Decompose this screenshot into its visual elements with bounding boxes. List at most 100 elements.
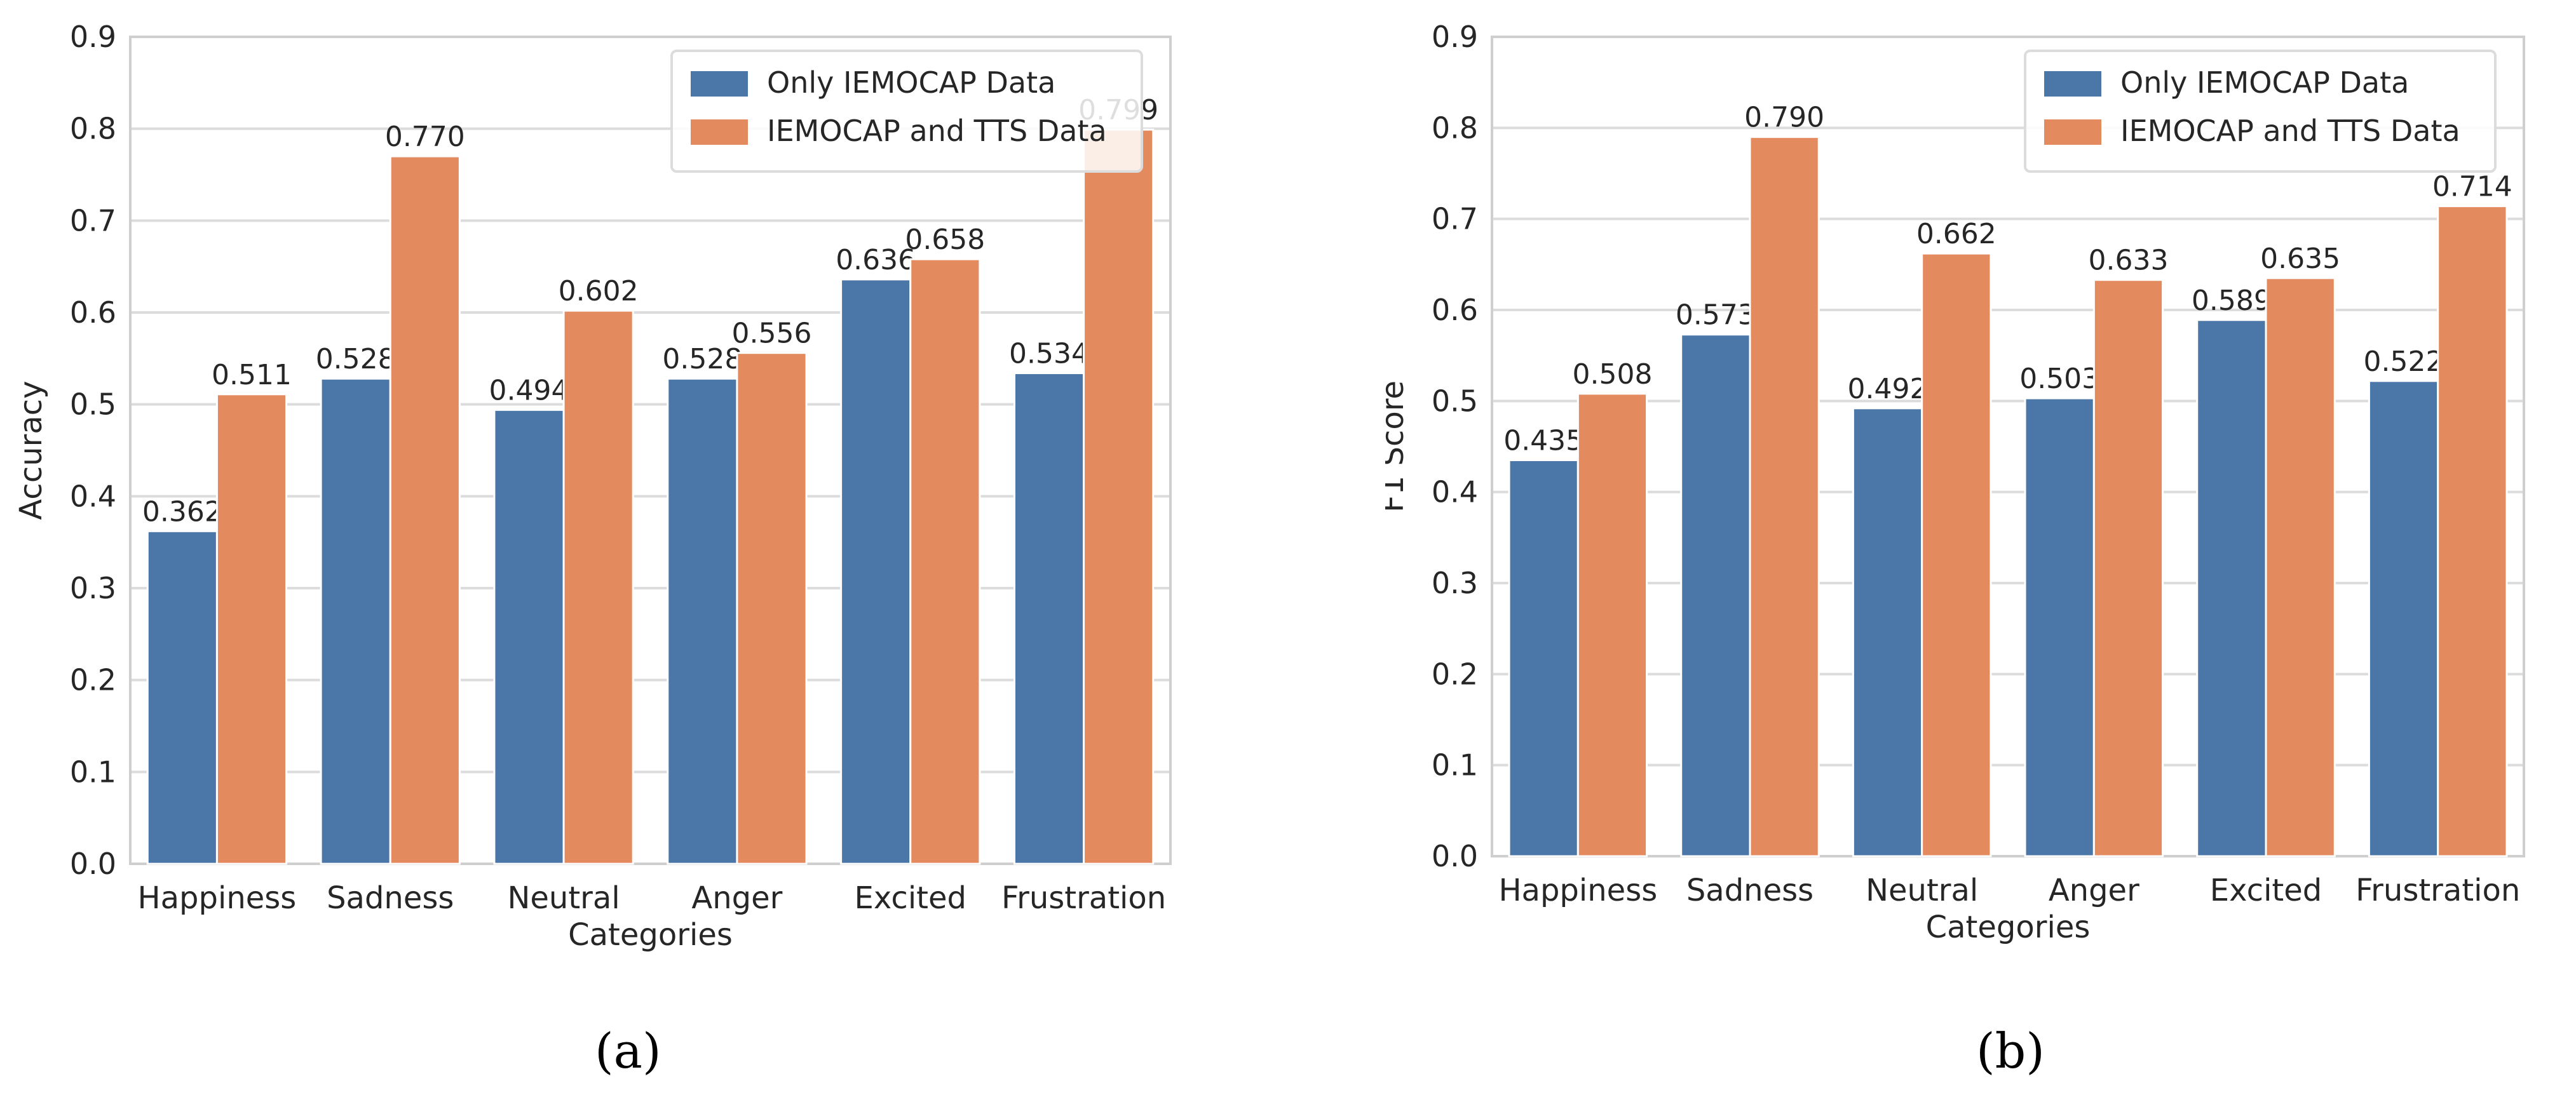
bar-only-iemocap-neutral: [493, 408, 565, 865]
chart-panel-b: 0.0 0.1 0.2 0.3 0.4 0.5 0.6 0.7 0.8 0.9 0.435 0.573…: [1385, 0, 2576, 1102]
x-tick-label: Neutral: [507, 880, 620, 916]
bar-value-label: 0.714: [2432, 171, 2512, 203]
y-tick-label: 0.4: [1432, 475, 1478, 509]
bar-value-label: 0.589: [2192, 285, 2272, 317]
x-tick-label: Frustration: [1001, 880, 1166, 916]
f1-score-chart: 0.0 0.1 0.2 0.3 0.4 0.5 0.6 0.7 0.8 0.9 0.435 0.573…: [1385, 20, 2525, 945]
bar-only-iemocap-excited: [840, 278, 912, 865]
bar-iemocap-tts-anger: [2092, 279, 2164, 857]
y-tick-label: 0.0: [70, 847, 116, 881]
bar-only-iemocap-happiness: [146, 530, 218, 865]
bar-iemocap-tts-excited: [2265, 277, 2336, 857]
bar-value-label: 0.633: [2088, 245, 2168, 277]
bar-iemocap-tts-neutral: [562, 309, 634, 865]
y-tick-label: 0.7: [70, 203, 116, 238]
y-axis-label: F1 Score: [1385, 380, 1411, 513]
bar-value-label: 0.511: [212, 359, 292, 391]
y-tick-label: 0.9: [1432, 20, 1478, 54]
accuracy-chart: 0.0 0.1 0.2 0.3 0.4 0.5 0.6 0.7 0.8 0.9 0.362 0.528…: [13, 20, 1172, 953]
bar-value-label: 0.528: [316, 343, 396, 375]
subfigure-label-b: (b): [1976, 1023, 2045, 1079]
legend-swatch-only-iemocap: [691, 71, 748, 97]
legend-swatch-iemocap-tts: [2044, 119, 2101, 145]
x-axis-label: Categories: [1926, 910, 2091, 945]
bar-value-label: 0.503: [2019, 363, 2099, 395]
y-axis-label: Accuracy: [13, 380, 49, 520]
y-tick-label: 0.6: [1432, 293, 1478, 327]
y-tick-label: 0.0: [1432, 839, 1478, 873]
y-tick-label: 0.8: [70, 112, 116, 146]
bar-value-label: 0.602: [559, 275, 639, 307]
y-tick-label: 0.5: [1432, 384, 1478, 418]
y-tick-label: 0.2: [1432, 657, 1478, 691]
bar-value-label: 0.522: [2364, 346, 2444, 378]
bar-value-label: 0.573: [1676, 299, 1756, 332]
bar-iemocap-tts-sadness: [1749, 136, 1820, 857]
bar-only-iemocap-happiness: [1508, 459, 1579, 857]
y-tick-label: 0.7: [1432, 202, 1478, 236]
bar-value-label: 0.635: [2260, 243, 2340, 275]
legend-box: [2024, 50, 2497, 173]
plot-frame: [129, 36, 1172, 865]
y-tick-label: 0.3: [70, 571, 116, 605]
y-tick-label: 0.9: [70, 20, 116, 54]
legend-label: IEMOCAP and TTS Data: [767, 114, 1107, 148]
x-tick-label: Happiness: [1498, 873, 1657, 908]
y-tick-label: 0.1: [1432, 748, 1478, 783]
legend-box: [670, 50, 1143, 173]
y-tick-label: 0.8: [1432, 111, 1478, 145]
y-tick-label: 0.3: [1432, 566, 1478, 600]
chart-panel-a: 0.0 0.1 0.2 0.3 0.4 0.5 0.6 0.7 0.8 0.9 0.362 0.528…: [0, 0, 1271, 1102]
bar-only-iemocap-frustration: [2368, 380, 2439, 857]
x-axis-label: Categories: [568, 917, 733, 953]
x-tick-label: Anger: [691, 880, 782, 916]
bar-only-iemocap-frustration: [1013, 372, 1085, 865]
bar-value-label: 0.362: [142, 495, 222, 528]
y-tick-label: 0.1: [70, 755, 116, 789]
bar-iemocap-tts-frustration: [1083, 128, 1155, 865]
legend-swatch-only-iemocap: [2044, 71, 2101, 97]
x-tick-label: Anger: [2049, 873, 2139, 908]
legend-label: Only IEMOCAP Data: [767, 65, 1055, 100]
bar-value-label: 0.790: [1744, 102, 1824, 134]
subfigure-label-a: (a): [595, 1023, 661, 1079]
bar-iemocap-tts-happiness: [1576, 393, 1648, 857]
legend-label: Only IEMOCAP Data: [2120, 65, 2409, 100]
bar-iemocap-tts-sadness: [389, 155, 461, 865]
x-tick-label: Excited: [2210, 873, 2322, 908]
bar-only-iemocap-excited: [2196, 319, 2267, 857]
bar-iemocap-tts-anger: [736, 352, 808, 865]
y-tick-label: 0.2: [70, 663, 116, 697]
bar-iemocap-tts-neutral: [1921, 252, 1992, 857]
bar-value-label: 0.508: [1572, 358, 1652, 391]
x-tick-label: Frustration: [2356, 873, 2520, 908]
bar-value-label: 0.534: [1009, 337, 1089, 370]
plot-frame: [1491, 36, 2525, 857]
bar-value-label: 0.556: [731, 318, 811, 350]
bar-only-iemocap-sadness: [320, 377, 391, 865]
y-tick-label: 0.4: [70, 479, 116, 513]
bar-value-label: 0.636: [836, 244, 916, 276]
bar-value-label: 0.492: [1848, 373, 1928, 405]
bar-iemocap-tts-frustration: [2437, 205, 2508, 857]
x-tick-label: Neutral: [1866, 873, 1978, 908]
bar-value-label: 0.662: [1916, 218, 1996, 250]
y-tick-label: 0.6: [70, 295, 116, 330]
bar-value-label: 0.528: [662, 343, 742, 375]
x-tick-label: Sadness: [1686, 873, 1813, 908]
bar-value-label: 0.770: [385, 121, 465, 153]
bar-value-label: 0.494: [489, 374, 569, 407]
bar-value-label: 0.435: [1503, 425, 1583, 457]
x-tick-label: Excited: [855, 880, 966, 916]
legend-label: IEMOCAP and TTS Data: [2120, 114, 2460, 148]
bar-only-iemocap-anger: [2024, 397, 2095, 857]
bar-value-label: 0.658: [905, 224, 985, 256]
bar-iemocap-tts-happiness: [215, 393, 288, 865]
bar-only-iemocap-sadness: [1680, 333, 1751, 857]
bar-iemocap-tts-excited: [909, 258, 981, 865]
x-tick-label: Happiness: [138, 880, 297, 916]
bar-only-iemocap-anger: [667, 377, 738, 865]
bar-only-iemocap-neutral: [1852, 407, 1923, 857]
y-tick-label: 0.5: [70, 387, 116, 422]
x-tick-label: Sadness: [327, 880, 454, 916]
